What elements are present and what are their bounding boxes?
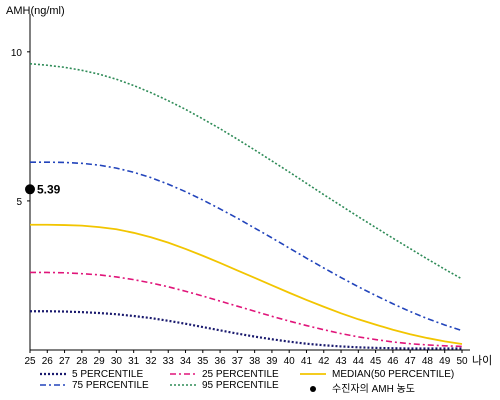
x-tick-label: 42 xyxy=(318,356,330,367)
x-tick-label: 34 xyxy=(180,356,192,367)
x-tick-label: 48 xyxy=(422,356,434,367)
x-tick-label: 46 xyxy=(387,356,399,367)
axes: AMH(ng/ml) 나이 xyxy=(6,5,492,367)
legend-swatch xyxy=(310,386,316,392)
x-tick-label: 40 xyxy=(284,356,296,367)
x-tick-label: 50 xyxy=(456,356,468,367)
x-tick-label: 33 xyxy=(163,356,175,367)
series-line xyxy=(30,310,462,350)
series-line xyxy=(30,223,463,345)
x-tick-label: 47 xyxy=(405,356,417,367)
x-tick-label: 29 xyxy=(94,356,106,367)
x-tick-label: 39 xyxy=(266,356,278,367)
series-line xyxy=(29,62,463,280)
patient-amh-value-label: 5.39 xyxy=(37,182,61,196)
x-tick-label: 41 xyxy=(301,356,313,367)
percentile-lines xyxy=(29,62,463,350)
x-tick-label: 32 xyxy=(145,356,157,367)
y-ticks: 5 10 xyxy=(11,48,30,208)
x-tick-label: 25 xyxy=(24,356,36,367)
legend-label: MEDIAN(50 PERCENTILE) xyxy=(332,369,454,380)
x-tick-label: 37 xyxy=(232,356,244,367)
series-line xyxy=(30,271,463,348)
x-tick-label: 38 xyxy=(249,356,261,367)
x-tick-label: 31 xyxy=(128,356,140,367)
series-line xyxy=(30,161,463,332)
x-tick-label: 44 xyxy=(353,356,365,367)
y-tick-label: 10 xyxy=(11,48,23,59)
x-tick-label: 45 xyxy=(370,356,382,367)
legend: 5 PERCENTILE 25 PERCENTILE MEDIAN(50 PERCE… xyxy=(40,369,454,395)
x-tick-label: 36 xyxy=(215,356,227,367)
legend-label: 75 PERCENTILE xyxy=(72,380,149,391)
x-tick-label: 28 xyxy=(76,356,88,367)
x-ticks: 25 26 27 28 29 30 31 32 33 34 35 36 37 38 39 40 41 42 43 44… xyxy=(24,350,468,367)
x-tick-label: 30 xyxy=(111,356,123,367)
legend-label: 95 PERCENTILE xyxy=(202,380,279,391)
legend-label: 수진자의 AMH 농도 xyxy=(332,383,415,395)
x-tick-label: 43 xyxy=(335,356,347,367)
patient-amh-point xyxy=(25,184,35,195)
legend-label: 5 PERCENTILE xyxy=(72,369,143,380)
patient-marker: 5.39 xyxy=(25,182,61,196)
y-tick-label: 5 xyxy=(16,197,22,208)
x-tick-label: 26 xyxy=(42,356,54,367)
y-axis-title: AMH(ng/ml) xyxy=(6,5,65,17)
x-tick-label: 27 xyxy=(59,356,71,367)
x-tick-label: 49 xyxy=(439,356,451,367)
legend-label: 25 PERCENTILE xyxy=(202,369,279,380)
x-tick-label: 35 xyxy=(197,356,209,367)
x-axis-title: 나이 xyxy=(472,354,492,367)
